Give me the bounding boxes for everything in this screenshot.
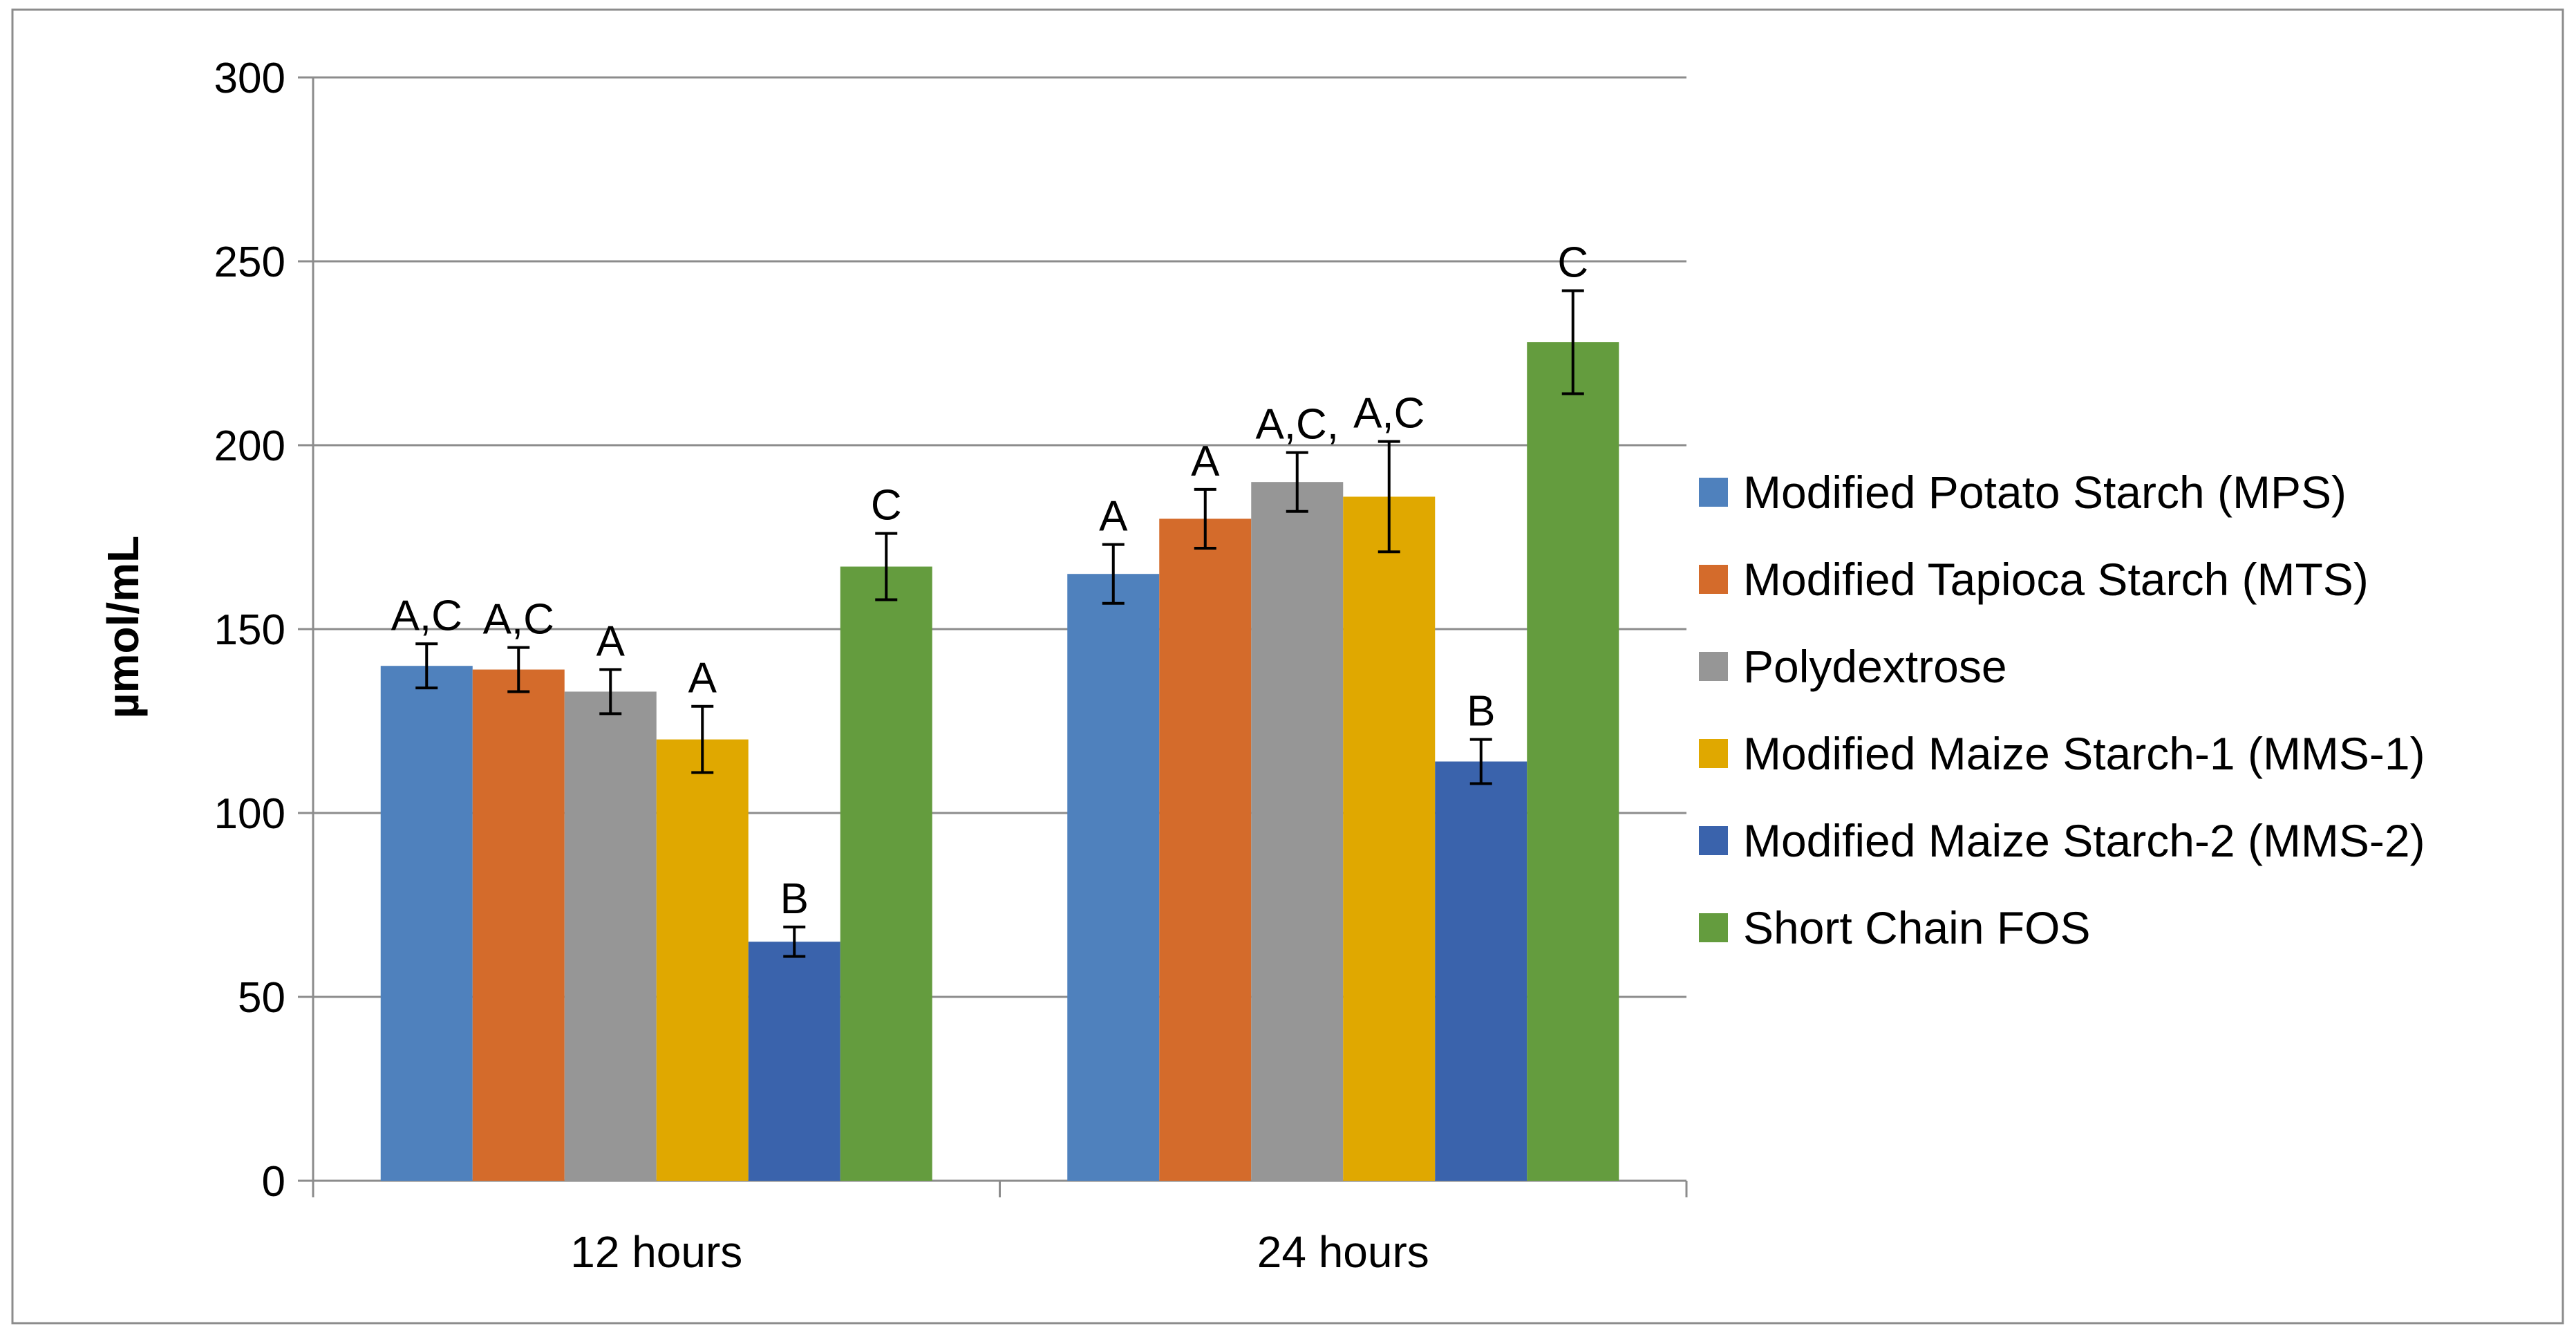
bar — [380, 666, 473, 1181]
y-tick-label: 200 — [214, 422, 285, 470]
legend-item: Modified Tapioca Starch (MTS) — [1699, 554, 2369, 605]
legend-label: Modified Maize Starch-1 (MMS-1) — [1743, 728, 2425, 779]
legend-label: Short Chain FOS — [1743, 902, 2091, 953]
y-tick-label: 50 — [238, 974, 285, 1022]
y-tick-label: 250 — [214, 239, 285, 286]
legend-label: Modified Potato Starch (MPS) — [1743, 467, 2347, 518]
x-category-label: 24 hours — [1257, 1227, 1429, 1277]
error-bar — [691, 704, 714, 774]
error-bar — [1102, 543, 1125, 605]
error-bar — [507, 646, 530, 693]
x-category-label: 12 hours — [570, 1227, 742, 1277]
error-bar — [1194, 487, 1216, 550]
legend: Modified Potato Starch (MPS) Modified Tap… — [1699, 467, 2425, 953]
bar — [1435, 761, 1527, 1181]
significance-label: A,C — [1353, 390, 1425, 438]
y-tick-label: 0 — [262, 1158, 285, 1206]
bar — [656, 739, 749, 1181]
bar — [840, 566, 932, 1181]
legend-item: Short Chain FOS — [1699, 902, 2091, 953]
legend-item: Modified Potato Starch (MPS) — [1699, 467, 2347, 518]
legend-label: Modified Tapioca Starch (MTS) — [1743, 554, 2369, 605]
bar — [748, 942, 840, 1181]
error-bar — [875, 532, 898, 601]
legend-item: Modified Maize Starch-2 (MMS-2) — [1699, 815, 2425, 866]
bar — [1067, 574, 1160, 1181]
legend-item: Polydextrose — [1699, 641, 2007, 692]
significance-label: A,C — [391, 592, 462, 639]
bar — [1343, 496, 1436, 1181]
legend-swatch — [1699, 565, 1728, 594]
error-bar — [1378, 440, 1400, 554]
legend-item: Modified Maize Starch-1 (MMS-1) — [1699, 728, 2425, 779]
y-tick-label: 300 — [214, 55, 285, 102]
legend-label: Modified Maize Starch-2 (MMS-2) — [1743, 815, 2425, 866]
error-bar — [599, 668, 622, 716]
significance-label: C — [1557, 239, 1588, 287]
error-bar — [415, 642, 438, 690]
legend-swatch — [1699, 739, 1728, 768]
significance-label: B — [780, 875, 809, 923]
significance-label: C — [871, 482, 902, 530]
bar — [1251, 482, 1344, 1181]
legend-swatch — [1699, 652, 1728, 681]
data-labels: A,C A,C A A B C A A A,C, A,C B C — [391, 239, 1589, 923]
bar — [1159, 518, 1252, 1181]
bar — [1527, 342, 1619, 1181]
error-bars — [415, 289, 1584, 958]
significance-label: A,C — [483, 596, 554, 644]
significance-label: A — [688, 655, 717, 702]
axes: 0 50 100 150 200 250 300 12 hours 24 hours — [214, 55, 1688, 1277]
bar — [564, 691, 657, 1181]
significance-label: B — [1467, 688, 1495, 736]
y-tick-label: 150 — [214, 606, 285, 654]
significance-label: A,C, — [1255, 401, 1339, 449]
legend-swatch — [1699, 826, 1728, 855]
error-bar — [1286, 451, 1308, 513]
error-bar — [1469, 738, 1492, 785]
significance-label: A — [1191, 438, 1220, 485]
y-tick-label: 100 — [214, 790, 285, 838]
bars — [380, 342, 1619, 1181]
legend-label: Polydextrose — [1743, 641, 2007, 692]
legend-swatch — [1699, 913, 1728, 942]
y-axis-title: µmol/mL — [98, 536, 148, 718]
legend-swatch — [1699, 478, 1728, 507]
error-bar — [1561, 289, 1584, 395]
bar — [472, 669, 565, 1181]
error-bar — [783, 925, 806, 958]
significance-label: A — [1099, 493, 1128, 541]
significance-label: A — [596, 618, 626, 666]
